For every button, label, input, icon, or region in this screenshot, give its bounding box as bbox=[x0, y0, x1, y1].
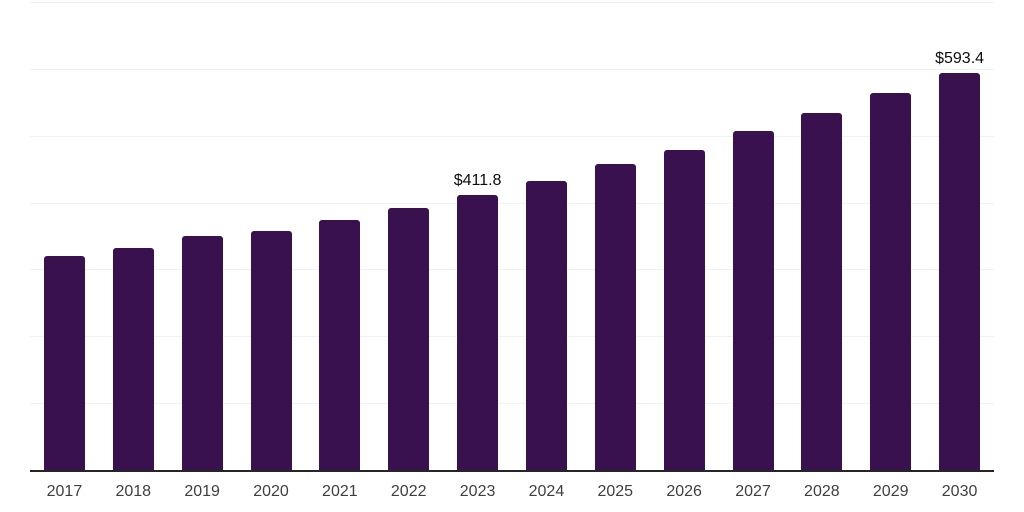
bar-2030[interactable] bbox=[939, 73, 981, 470]
gridline-700 bbox=[30, 2, 994, 3]
x-axis-line bbox=[30, 470, 994, 472]
x-tick-2028: 2028 bbox=[804, 483, 840, 500]
gridline-100 bbox=[30, 403, 994, 405]
plot-area: $411.8 $593.4 bbox=[30, 2, 994, 472]
bar-2027[interactable] bbox=[732, 131, 774, 470]
bar-2023[interactable] bbox=[457, 194, 499, 470]
gridline-500 bbox=[30, 135, 994, 137]
bar-2024[interactable] bbox=[525, 180, 567, 470]
x-axis-labels: 2017 2018 2019 2020 2021 2022 2023 2024 2025 2026… bbox=[30, 482, 994, 504]
x-tick-2026: 2026 bbox=[666, 483, 702, 500]
data-label-2023: $411.8 bbox=[453, 171, 502, 189]
bar-2026[interactable] bbox=[663, 150, 705, 470]
x-tick-2024: 2024 bbox=[528, 483, 565, 500]
x-tick-2017: 2017 bbox=[46, 483, 83, 500]
x-tick-2018: 2018 bbox=[115, 483, 152, 500]
bar-2029[interactable] bbox=[870, 92, 912, 470]
x-tick-2030: 2030 bbox=[941, 483, 978, 500]
bar-2021[interactable] bbox=[319, 219, 361, 470]
gridline-600 bbox=[30, 68, 994, 70]
x-tick-2027: 2027 bbox=[735, 483, 771, 500]
bar-2020[interactable] bbox=[250, 230, 292, 470]
gridline-300 bbox=[30, 269, 994, 271]
x-tick-2022: 2022 bbox=[390, 483, 427, 500]
x-tick-2019: 2019 bbox=[184, 483, 220, 500]
x-tick-2020: 2020 bbox=[253, 483, 289, 500]
gridline-400 bbox=[30, 202, 994, 204]
data-label-2030: $593.4 bbox=[935, 50, 985, 68]
x-tick-2029: 2029 bbox=[872, 483, 909, 500]
x-tick-2025: 2025 bbox=[597, 483, 634, 500]
bar-2022[interactable] bbox=[388, 207, 430, 470]
gridline-200 bbox=[30, 336, 994, 338]
bar-2019[interactable] bbox=[181, 236, 223, 470]
x-tick-2021: 2021 bbox=[322, 483, 358, 500]
bar-2017[interactable] bbox=[43, 256, 85, 470]
bar-2025[interactable] bbox=[594, 164, 636, 470]
x-tick-2023: 2023 bbox=[459, 483, 496, 500]
bar-2028[interactable] bbox=[801, 113, 843, 470]
bar-2018[interactable] bbox=[112, 247, 154, 470]
